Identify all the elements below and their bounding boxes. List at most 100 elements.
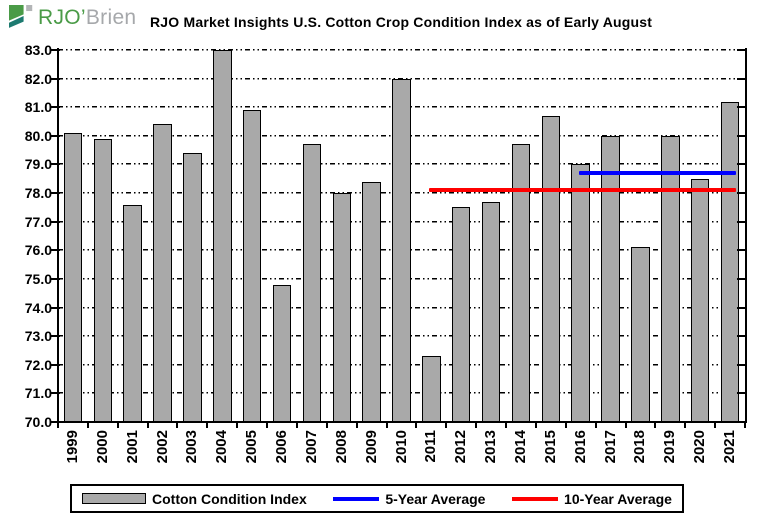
x-axis-tick-mark <box>57 423 59 428</box>
bar-2003 <box>183 153 202 422</box>
y-axis-tick-label: 71.0 <box>24 385 52 402</box>
y-axis-tick-label: 76.0 <box>24 242 52 259</box>
y-axis-tick-mark-right <box>737 306 745 309</box>
x-axis-year-label-2003: 2003 <box>183 430 201 464</box>
y-axis-tick-mark-left <box>51 106 60 109</box>
bar-2010 <box>392 78 411 422</box>
bar-2007 <box>302 144 322 422</box>
x-axis-tick-mark <box>266 423 269 428</box>
bar-2005 <box>242 110 262 422</box>
legend-label: 5-Year Average <box>385 490 486 507</box>
y-axis-tick-mark-left <box>51 49 60 51</box>
x-axis-year-label-2014: 2014 <box>511 430 529 464</box>
x-axis-year-label-2002: 2002 <box>153 430 171 464</box>
bar-2002 <box>153 124 172 422</box>
x-axis-year-label-2011: 2011 <box>422 430 440 463</box>
y-axis-tick-mark-left <box>51 392 60 395</box>
x-axis-year-label-2000: 2000 <box>93 430 111 464</box>
y-axis-tick-mark-right <box>737 249 745 252</box>
y-axis-tick-label: 80.0 <box>24 127 52 144</box>
y-axis-tick-mark-left <box>51 163 60 166</box>
x-axis-tick-mark <box>475 423 478 428</box>
y-axis-tick-mark-right <box>737 220 745 223</box>
bar-2000 <box>93 138 113 422</box>
y-axis-tick-label: 83.0 <box>24 42 52 58</box>
plot-border <box>57 48 747 423</box>
y-axis-tick-mark-left <box>51 134 60 137</box>
bar-2009 <box>362 181 381 422</box>
x-axis-year-label-2012: 2012 <box>452 430 470 464</box>
y-axis-tick-label: 82.0 <box>24 70 52 87</box>
legend-item-10-year-average: 10-Year Average <box>512 491 672 507</box>
bar-2017 <box>601 135 620 422</box>
x-axis-tick-mark <box>594 423 597 428</box>
y-axis-tick-mark-right <box>737 192 745 195</box>
y-axis-tick-label: 78.0 <box>24 185 52 202</box>
x-axis-tick-mark <box>505 423 508 428</box>
bar-2014 <box>511 144 531 422</box>
y-axis-tick-mark-right <box>737 363 745 366</box>
x-axis-year-label-2010: 2010 <box>392 430 410 464</box>
bar-2006 <box>272 284 292 422</box>
logo: RJO’Brien <box>9 5 136 30</box>
bar-2021 <box>720 101 740 422</box>
x-axis-tick-mark <box>86 423 89 428</box>
x-axis-tick-mark <box>415 423 418 428</box>
x-axis-tick-mark <box>206 423 209 428</box>
x-axis-tick-mark <box>654 423 657 428</box>
bar-2011 <box>422 356 441 422</box>
y-axis-tick-mark-left <box>51 421 60 423</box>
avg-line-5-year-average <box>578 171 737 176</box>
x-axis-tick-mark <box>116 423 119 428</box>
x-axis-year-label-2008: 2008 <box>332 430 350 464</box>
x-axis-year-label-2015: 2015 <box>541 430 559 464</box>
x-axis-tick-mark <box>355 423 358 428</box>
x-axis-tick-mark <box>325 423 328 428</box>
x-axis-tick-mark <box>624 423 627 428</box>
rjo-brien-logo-icon <box>9 5 33 28</box>
x-axis-tick-mark <box>176 423 179 428</box>
bar-2008 <box>332 193 351 422</box>
bar-2020 <box>690 178 710 422</box>
logo-text-rjo: RJO <box>38 5 81 29</box>
y-axis-tick-label: 74.0 <box>24 299 52 316</box>
x-axis-tick-mark <box>385 423 388 428</box>
bar-2004 <box>213 50 232 422</box>
chart-title: RJO Market Insights U.S. Cotton Crop Con… <box>150 14 653 30</box>
x-axis-tick-mark <box>534 423 537 428</box>
y-axis-tick-mark-left <box>51 220 60 223</box>
avg-line-10-year-average <box>429 188 737 193</box>
legend-swatch-line <box>333 496 380 501</box>
legend-swatch-line <box>512 496 559 501</box>
y-axis-tick-mark-left <box>51 277 60 280</box>
legend-box: Cotton Condition Index 5-Year Average 10-Y… <box>70 484 684 513</box>
y-axis-tick-mark-left <box>51 249 60 252</box>
x-axis-tick-mark <box>295 423 298 428</box>
x-axis-year-label-2019: 2019 <box>661 430 679 464</box>
bar-1999 <box>63 132 83 422</box>
bar-2013 <box>481 201 501 422</box>
x-axis-year-label-2017: 2017 <box>601 430 619 464</box>
x-axis-year-label-1999: 1999 <box>63 430 81 464</box>
y-axis-tick-mark-right <box>737 421 745 423</box>
bar-2018 <box>631 247 650 422</box>
legend-label: 10-Year Average <box>564 490 672 507</box>
x-axis-tick-mark <box>445 423 448 428</box>
x-axis-year-label-2004: 2004 <box>213 430 231 464</box>
y-axis-tick-mark-right <box>737 49 745 51</box>
x-axis-tick-mark <box>684 423 687 428</box>
bar-2016 <box>571 164 590 422</box>
x-axis-year-label-2013: 2013 <box>482 430 500 464</box>
x-axis-tick-mark <box>714 423 717 428</box>
y-axis-tick-mark-right <box>737 277 745 280</box>
x-axis-tick-mark <box>564 423 567 428</box>
x-axis-year-label-2007: 2007 <box>302 430 320 464</box>
bar-2015 <box>541 115 561 422</box>
y-axis-tick-mark-right <box>737 106 745 109</box>
logo-text: RJO’Brien <box>38 6 136 30</box>
y-axis-tick-mark-right <box>737 335 745 338</box>
y-axis-tick-label: 77.0 <box>24 213 52 230</box>
bar-2019 <box>661 135 680 422</box>
y-axis-tick-mark-right <box>737 134 745 137</box>
y-axis-tick-label: 72.0 <box>24 356 52 373</box>
